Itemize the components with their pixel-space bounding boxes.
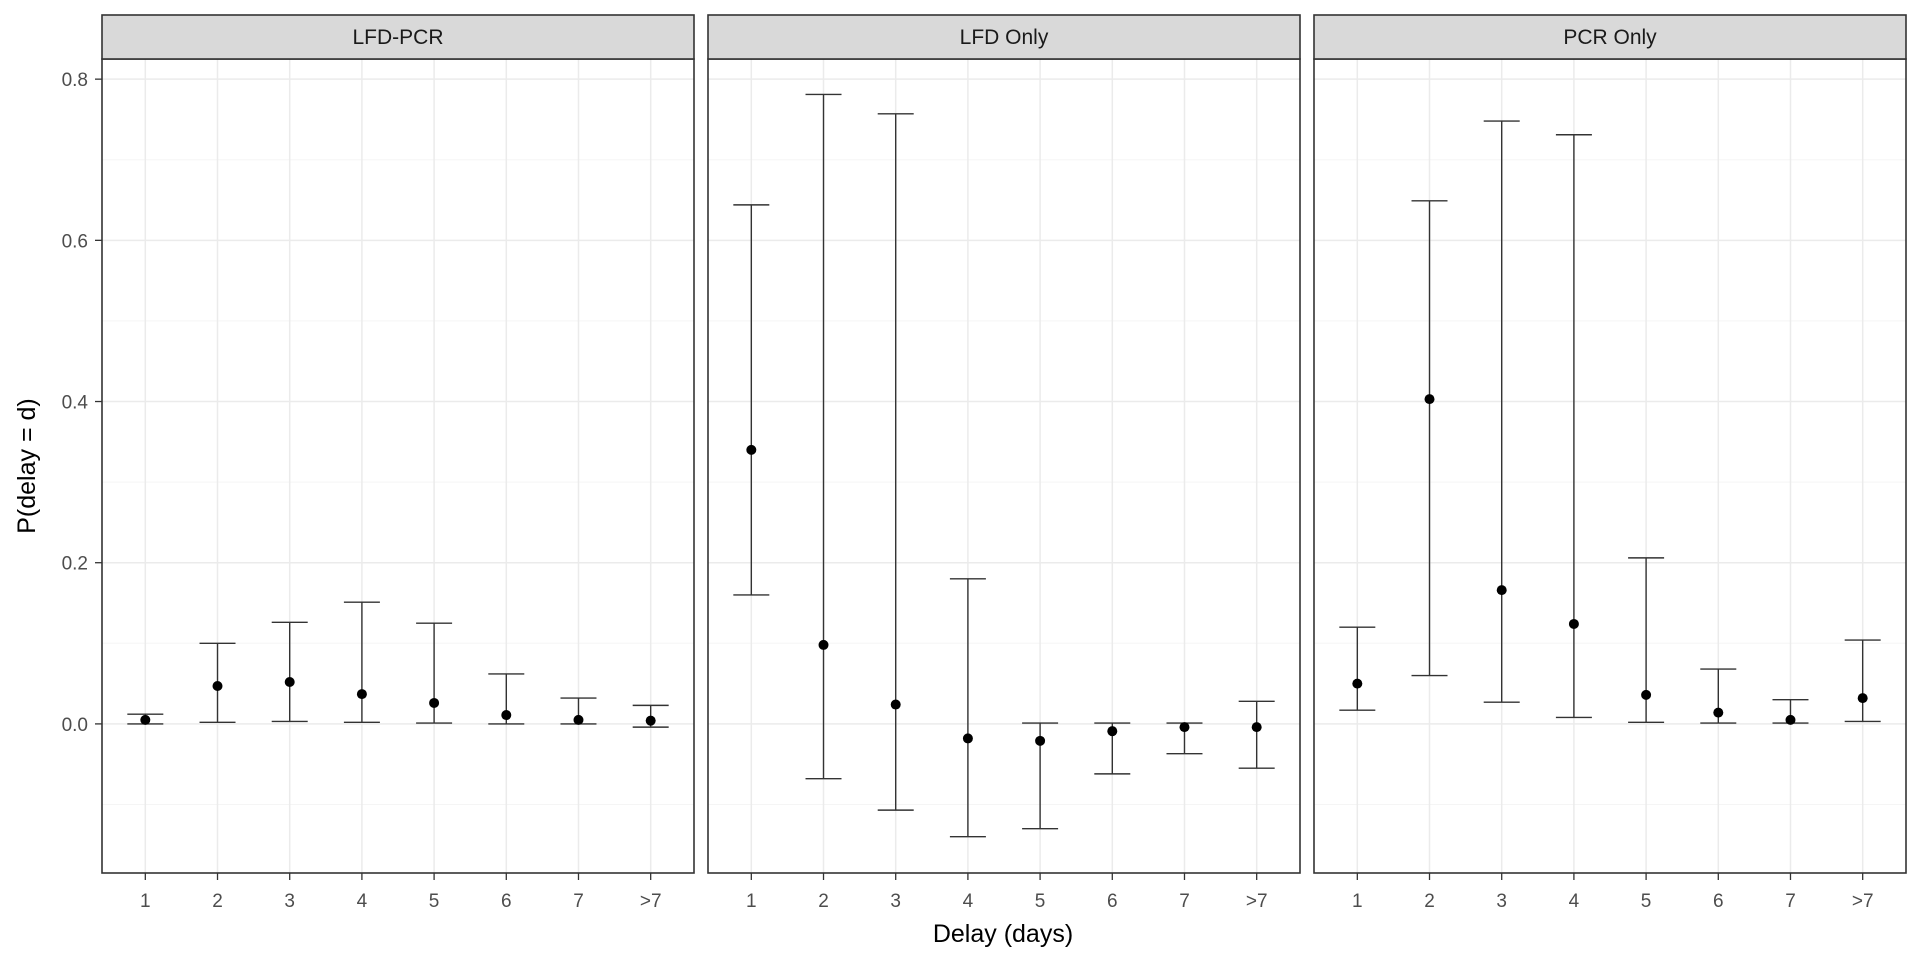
x-tick-label: 5 [1035,891,1046,912]
x-tick-label: 5 [429,891,440,912]
y-tick-label: 0.0 [62,715,88,736]
point-pcr-only-2 [1424,394,1435,405]
point-lfd-pcr-8 [645,715,656,726]
facet-strip [101,14,695,60]
x-tick-label: 1 [746,891,757,912]
point-lfd-pcr-6 [501,710,512,721]
x-tick-label: 7 [1179,891,1190,912]
panel-background [1314,59,1906,873]
point-lfd-only-3 [890,699,901,710]
point-lfd-pcr-7 [573,714,584,725]
panel-background [708,59,1300,873]
point-lfd-pcr-4 [356,689,367,700]
facet-strip-label: LFD Only [960,26,1049,49]
x-tick-label: 7 [573,891,584,912]
point-pcr-only-3 [1496,585,1507,596]
y-tick-label: 0.6 [62,231,88,252]
point-lfd-pcr-5 [429,697,440,708]
x-tick-label: 2 [818,891,829,912]
x-tick-label: 3 [284,891,295,912]
point-lfd-only-8 [1251,722,1262,733]
x-tick-label: 2 [1424,891,1435,912]
x-tick-label: 6 [501,891,512,912]
x-tick-label: 7 [1785,891,1796,912]
point-pcr-only-5 [1641,689,1652,700]
y-tick-label: 0.4 [62,393,89,414]
x-tick-label: 3 [1496,891,1507,912]
x-tick-label: 1 [1352,891,1363,912]
point-lfd-pcr-2 [212,681,223,692]
panel-background [102,59,694,873]
point-pcr-only-6 [1713,707,1724,718]
point-lfd-only-2 [818,639,829,650]
point-pcr-only-4 [1568,618,1579,629]
x-axis-title: Delay (days) [933,920,1073,948]
x-tick-label: 3 [890,891,901,912]
point-lfd-only-5 [1035,735,1046,746]
x-tick-label: 6 [1713,891,1724,912]
y-tick-label: 0.8 [62,70,88,91]
point-lfd-pcr-3 [284,676,295,687]
point-lfd-only-1 [746,444,757,455]
point-lfd-pcr-1 [140,714,151,725]
point-lfd-only-4 [962,733,973,744]
x-tick-label: >7 [1246,891,1268,912]
point-lfd-only-6 [1107,726,1118,737]
x-tick-label: 4 [1569,891,1580,912]
x-tick-label: 5 [1641,891,1652,912]
x-tick-label: >7 [1852,891,1874,912]
point-pcr-only-1 [1352,678,1363,689]
x-tick-label: 4 [963,891,974,912]
point-pcr-only-8 [1857,693,1868,704]
point-pcr-only-7 [1785,714,1796,725]
x-tick-label: 1 [140,891,151,912]
facet-strip [707,14,1301,60]
facet-strip-label: LFD-PCR [352,26,443,49]
facet-strip [1313,14,1907,60]
y-axis-title: P(delay = d) [13,398,41,534]
point-lfd-only-7 [1179,722,1190,733]
x-tick-label: >7 [640,891,662,912]
y-tick-label: 0.2 [62,554,88,575]
x-tick-label: 4 [357,891,368,912]
facet-strip-label: PCR Only [1563,26,1657,49]
x-tick-label: 2 [212,891,223,912]
x-tick-label: 6 [1107,891,1118,912]
